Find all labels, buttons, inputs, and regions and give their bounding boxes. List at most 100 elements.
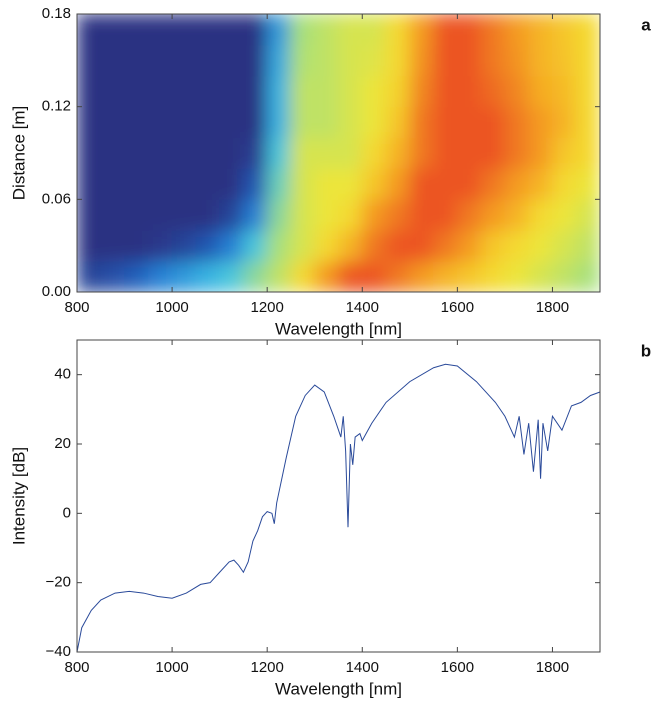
heatmap-cell xyxy=(551,137,577,169)
heatmap-cell xyxy=(266,260,292,292)
line xyxy=(76,363,601,653)
heatmap-cell xyxy=(433,44,458,77)
heatmap-cell xyxy=(314,44,339,77)
heatmap-cell xyxy=(385,229,411,262)
heatmap-cell xyxy=(480,229,506,262)
heatmap-cell xyxy=(195,198,221,231)
heatmap-cell xyxy=(575,106,600,139)
x-tick-label: 1200 xyxy=(250,299,283,316)
heatmap-cell xyxy=(147,106,173,139)
heatmap-cell xyxy=(219,14,244,46)
heatmap-cell xyxy=(575,137,600,169)
x-tick-label: 1800 xyxy=(536,299,569,316)
heatmap-cell xyxy=(147,167,173,200)
heatmap-cell xyxy=(195,106,221,139)
heatmap-cell xyxy=(385,167,411,200)
heatmap-cell xyxy=(242,44,268,77)
heatmap-cell xyxy=(100,14,126,46)
heatmap-cell xyxy=(409,198,435,231)
heatmap-cell xyxy=(290,106,316,139)
heatmap-cell xyxy=(575,14,600,46)
heatmap-cell xyxy=(551,44,577,77)
heatmap-cell xyxy=(361,44,387,77)
heatmap-cell xyxy=(242,229,268,262)
heatmap-cell xyxy=(361,106,387,139)
heatmap-cell xyxy=(528,229,553,262)
panel-label: a xyxy=(641,15,651,34)
heatmap-cell xyxy=(338,75,363,108)
heatmap-cell xyxy=(456,167,482,200)
heatmap-cell xyxy=(551,106,577,139)
heatmap-cell xyxy=(504,106,530,139)
heatmap-cell xyxy=(433,137,458,169)
heatmap-cell xyxy=(575,44,600,77)
heatmap-cell xyxy=(456,198,482,231)
x-tick-label: 1000 xyxy=(155,659,188,676)
heatmap-cell xyxy=(409,106,435,139)
heatmap-cell xyxy=(124,167,149,200)
heatmap-cell xyxy=(219,167,244,200)
heatmap-cell xyxy=(385,106,411,139)
heatmap-cell xyxy=(551,167,577,200)
heatmap-cell xyxy=(147,229,173,262)
x-axis-title: Wavelength [nm] xyxy=(275,679,402,698)
heatmap-cell xyxy=(266,137,292,169)
heatmap-cell xyxy=(385,75,411,108)
heatmap-cell xyxy=(219,260,244,292)
heatmap-cell xyxy=(361,137,387,169)
heatmap-cell xyxy=(528,198,553,231)
heatmap-cell xyxy=(290,137,316,169)
heatmap-cell xyxy=(242,167,268,200)
heatmap-cell xyxy=(266,167,292,200)
heatmap-cell xyxy=(504,44,530,77)
heatmap-cell xyxy=(338,229,363,262)
heatmap-cell xyxy=(433,75,458,108)
heatmap-cell xyxy=(409,229,435,262)
heatmap-cell xyxy=(575,167,600,200)
x-tick-label: 1800 xyxy=(536,659,569,676)
heatmap-cell xyxy=(433,229,458,262)
heatmap-cell xyxy=(77,44,102,77)
heatmap-cell xyxy=(528,106,553,139)
heatmap-cell xyxy=(124,14,149,46)
heatmap-cell xyxy=(195,167,221,200)
heatmap-cell xyxy=(219,229,244,262)
heatmap-cell xyxy=(290,229,316,262)
heatmap-cell xyxy=(338,137,363,169)
heatmap-cell xyxy=(147,198,173,231)
heatmap-cell xyxy=(314,167,339,200)
heatmap-cell xyxy=(242,198,268,231)
heatmap-cell xyxy=(361,75,387,108)
heatmap-cell xyxy=(480,75,506,108)
heatmap-cell xyxy=(338,260,363,292)
heatmap-cell xyxy=(124,137,149,169)
heatmap-cell xyxy=(266,229,292,262)
heatmap-cell xyxy=(504,260,530,292)
heatmap-cell xyxy=(77,106,102,139)
heatmap-cell xyxy=(361,260,387,292)
y-axis-title: Intensity [dB] xyxy=(9,447,28,545)
x-tick-label: 1000 xyxy=(155,299,188,316)
heatmap-cell xyxy=(219,198,244,231)
x-tick-label: 800 xyxy=(64,659,89,676)
heatmap-cell xyxy=(575,260,600,292)
heatmap-cell xyxy=(171,44,197,77)
heatmap-cell xyxy=(124,260,149,292)
heatmap-cell xyxy=(361,167,387,200)
heatmap-cell xyxy=(338,167,363,200)
heatmap-cell xyxy=(385,260,411,292)
heatmap-cell xyxy=(409,14,435,46)
heatmap-cell xyxy=(456,137,482,169)
y-tick-label: 0 xyxy=(63,504,71,521)
heatmap-cell xyxy=(314,106,339,139)
heatmap-cell xyxy=(77,14,102,46)
heatmap-cell xyxy=(171,75,197,108)
heatmap-cell xyxy=(504,198,530,231)
heatmap-cell xyxy=(195,137,221,169)
heatmap-cell xyxy=(100,75,126,108)
heatmap-cell xyxy=(480,106,506,139)
x-tick-label: 1400 xyxy=(346,659,379,676)
heatmap-cell xyxy=(171,137,197,169)
heatmap-cell xyxy=(195,75,221,108)
heatmap-cell xyxy=(195,44,221,77)
